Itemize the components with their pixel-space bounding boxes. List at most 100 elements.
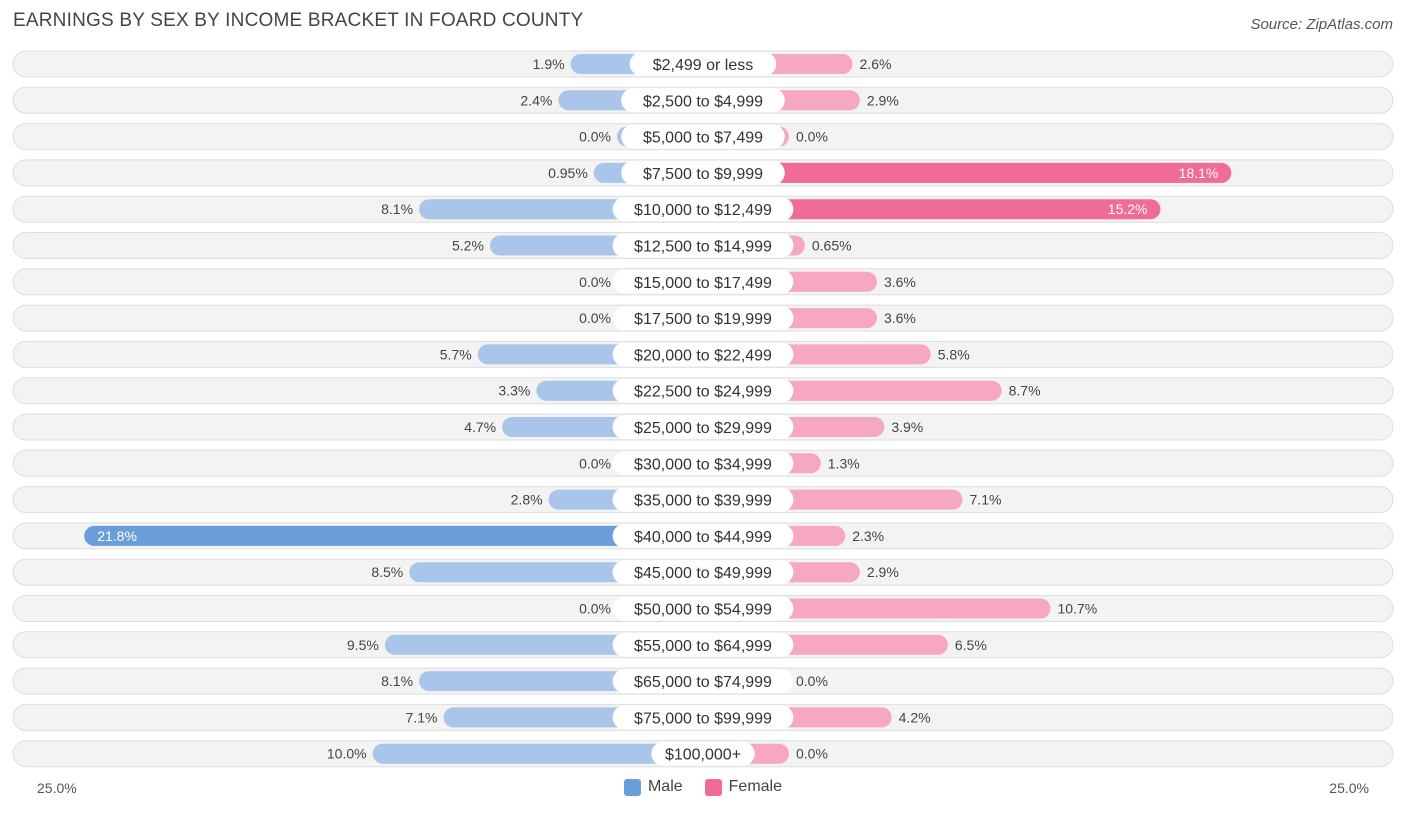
category-label: $55,000 to $64,999 xyxy=(634,638,772,655)
value-label-male: 0.0% xyxy=(579,129,611,145)
category-pill xyxy=(612,560,794,585)
category-label: $50,000 to $54,999 xyxy=(634,602,772,619)
category-pill xyxy=(621,160,785,185)
value-label-female: 3.9% xyxy=(891,419,923,435)
value-label-female: 3.6% xyxy=(884,310,916,326)
value-label-male: 0.0% xyxy=(579,274,611,290)
chart-row: 5.7% 5.8% $20,000 to $22,499 xyxy=(12,340,1394,368)
value-label-female: 2.3% xyxy=(852,528,884,544)
category-pill xyxy=(612,669,794,694)
category-label: $100,000+ xyxy=(665,747,741,764)
value-label-female: 0.0% xyxy=(796,129,828,145)
value-label-male: 5.7% xyxy=(440,346,472,362)
chart-row: 8.5% 2.9% $45,000 to $49,999 xyxy=(12,558,1394,586)
chart-row: 8.1% 15.2% $10,000 to $12,499 xyxy=(12,195,1394,223)
legend: Male Female xyxy=(0,778,1406,796)
value-label-male: 5.2% xyxy=(452,238,484,254)
value-label-female: 18.1% xyxy=(1179,165,1219,181)
category-label: $35,000 to $39,999 xyxy=(634,493,772,510)
value-label-female: 4.2% xyxy=(899,709,931,725)
category-pill xyxy=(629,52,777,76)
category-pill xyxy=(612,269,794,294)
category-pill xyxy=(612,705,794,730)
value-label-male: 8.1% xyxy=(381,201,413,217)
category-pill xyxy=(612,596,794,621)
legend-item-male[interactable]: Male xyxy=(623,778,683,796)
value-label-female: 1.3% xyxy=(828,455,860,471)
value-label-male: 8.1% xyxy=(381,673,413,689)
category-pill xyxy=(612,342,794,367)
source-credit: Source: ZipAtlas.com xyxy=(1250,16,1393,33)
category-pill xyxy=(612,487,794,512)
value-label-male: 0.95% xyxy=(548,165,588,181)
category-label: $25,000 to $29,999 xyxy=(634,420,772,437)
chart-row: 21.8% 2.3% $40,000 to $44,999 xyxy=(12,522,1394,550)
chart-row: 10.0% 0.0% $100,000+ xyxy=(12,740,1394,768)
value-label-male: 1.9% xyxy=(533,56,565,72)
category-label: $45,000 to $49,999 xyxy=(634,565,772,582)
chart-row: 3.3% 8.7% $22,500 to $24,999 xyxy=(12,377,1394,405)
chart-row: 0.0% 0.0% $5,000 to $7,499 xyxy=(12,123,1394,151)
value-label-male: 4.7% xyxy=(464,419,496,435)
value-label-male: 2.4% xyxy=(520,92,552,108)
value-label-female: 0.0% xyxy=(796,746,828,762)
category-label: $10,000 to $12,499 xyxy=(634,202,772,219)
chart-row: 9.5% 6.5% $55,000 to $64,999 xyxy=(12,631,1394,659)
category-label: $22,500 to $24,999 xyxy=(634,384,772,401)
category-label: $20,000 to $22,499 xyxy=(634,347,772,364)
category-pill xyxy=(612,378,794,403)
category-pill xyxy=(651,741,755,766)
value-label-male: 0.0% xyxy=(579,601,611,617)
value-label-male: 8.5% xyxy=(371,564,403,580)
value-label-female: 0.65% xyxy=(812,238,852,254)
category-pill xyxy=(612,197,794,222)
value-label-male: 10.0% xyxy=(327,746,367,762)
axis-right-label: 25.0% xyxy=(1329,780,1369,796)
category-pill xyxy=(612,451,794,476)
legend-item-female[interactable]: Female xyxy=(704,778,782,796)
chart-row: 5.2% 0.65% $12,500 to $14,999 xyxy=(12,232,1394,259)
value-label-female: 2.6% xyxy=(860,56,892,72)
category-label: $2,500 to $4,999 xyxy=(643,93,763,110)
chart-row: 7.1% 4.2% $75,000 to $99,999 xyxy=(12,703,1394,731)
value-label-male: 7.1% xyxy=(406,709,438,725)
category-label: $40,000 to $44,999 xyxy=(634,529,772,546)
chart-row: 0.0% 1.3% $30,000 to $34,999 xyxy=(12,449,1394,477)
category-label: $2,499 or less xyxy=(653,57,754,74)
category-label: $30,000 to $34,999 xyxy=(634,456,772,473)
category-label: $12,500 to $14,999 xyxy=(634,239,772,256)
chart-row: 2.8% 7.1% $35,000 to $39,999 xyxy=(12,486,1394,514)
value-label-male: 0.0% xyxy=(579,455,611,471)
value-label-male: 3.3% xyxy=(498,383,530,399)
category-label: $65,000 to $74,999 xyxy=(634,674,772,691)
value-label-female: 8.7% xyxy=(1009,383,1041,399)
value-label-male: 9.5% xyxy=(347,637,379,653)
chart-row: 1.9% 2.6% $2,499 or less xyxy=(12,50,1394,78)
value-label-female: 0.0% xyxy=(796,673,828,689)
value-label-female: 2.9% xyxy=(867,92,899,108)
category-label: $7,500 to $9,999 xyxy=(643,166,763,183)
category-pill xyxy=(612,523,794,548)
chart-row: 0.0% 3.6% $17,500 to $19,999 xyxy=(12,304,1394,332)
value-label-male: 21.8% xyxy=(97,528,137,544)
value-label-female: 3.6% xyxy=(884,274,916,290)
chart-title: EARNINGS BY SEX BY INCOME BRACKET IN FOA… xyxy=(13,10,584,31)
category-label: $75,000 to $99,999 xyxy=(634,710,772,727)
category-pill xyxy=(612,233,794,258)
legend-swatch-male xyxy=(623,778,641,796)
value-label-female: 6.5% xyxy=(955,637,987,653)
bar-female[interactable] xyxy=(703,162,1232,183)
legend-label-male: Male xyxy=(647,778,683,795)
chart-row: 0.0% 10.7% $50,000 to $54,999 xyxy=(12,595,1394,622)
category-pill xyxy=(621,124,785,149)
value-label-female: 2.9% xyxy=(867,564,899,580)
bar-female[interactable] xyxy=(703,199,1161,220)
value-label-female: 5.8% xyxy=(938,346,970,362)
category-pill xyxy=(621,88,785,113)
chart-row: 0.0% 3.6% $15,000 to $17,499 xyxy=(12,268,1394,296)
bar-male[interactable] xyxy=(84,525,703,546)
bar-male[interactable] xyxy=(372,743,703,764)
axis-left-label: 25.0% xyxy=(37,780,77,796)
category-pill xyxy=(612,415,794,439)
